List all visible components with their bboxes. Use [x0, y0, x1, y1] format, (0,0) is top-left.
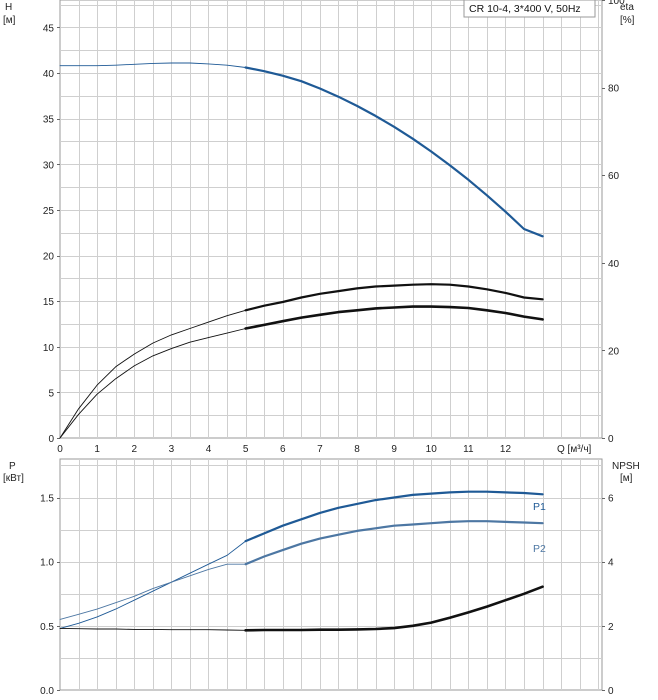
x-tick-label: 9: [391, 444, 397, 455]
upper-left-axis-label: H: [5, 2, 12, 13]
left-tick-label: 35: [43, 115, 55, 126]
right-tick-label: 20: [608, 346, 620, 357]
x-tick-label: 0: [57, 444, 63, 455]
curve-upper-series-0-thin: [59, 62, 247, 68]
left-tick-label: 25: [43, 206, 55, 217]
left-tick-label: 15: [43, 297, 55, 308]
right-tick-label: 40: [608, 259, 620, 270]
curve-p1-bold: [244, 490, 544, 543]
curve-p1-thin: [59, 540, 247, 629]
right-tick-label: 100: [608, 0, 625, 7]
series-label-p1: P1: [533, 501, 546, 513]
series-label-p2: P2: [533, 543, 546, 555]
right-tick-label: 4: [608, 558, 614, 569]
upper-right-axis-label: eta: [620, 2, 634, 13]
right-tick-label: 60: [608, 171, 620, 182]
upper-left-axis-unit: [м]: [3, 15, 16, 26]
x-tick-label: 5: [243, 444, 249, 455]
left-tick-label: 5: [48, 388, 54, 399]
x-tick-label: 4: [206, 444, 212, 455]
x-axis-label: Q [м³/ч]: [557, 444, 592, 455]
legend-title: CR 10-4, 3*400 V, 50Hz: [469, 3, 581, 15]
legend-box: [463, 0, 596, 18]
left-tick-label: 20: [43, 252, 55, 263]
curve-upper-series-1-bold: [244, 283, 544, 312]
x-tick-label: 11: [463, 444, 474, 455]
right-tick-label: 80: [608, 84, 620, 95]
left-tick-label: 0: [48, 434, 54, 445]
curve-lower-series-2-bold: [244, 585, 544, 632]
lower-left-axis-label: P: [9, 461, 16, 472]
x-tick-label: 3: [169, 444, 175, 455]
plot-frame-lower: [59, 458, 603, 691]
x-tick-label: 2: [131, 444, 137, 455]
left-tick-label: 0.5: [40, 622, 54, 633]
curve-p2-bold: [244, 520, 544, 566]
left-tick-label: 10: [43, 343, 55, 354]
right-tick-label: 6: [608, 494, 614, 505]
right-tick-label: 2: [608, 622, 614, 633]
lower-right-axis-label: NPSH: [612, 461, 640, 472]
curve-lower-series-2-thin: [59, 627, 247, 631]
curve-upper-series-1-thin: [59, 309, 247, 439]
curve-layer: [59, 62, 544, 632]
x-tick-label: 7: [317, 444, 323, 455]
lower-right-axis-unit: [м]: [620, 473, 633, 484]
x-tick-label: 1: [94, 444, 100, 455]
grid-layer: [57, 0, 605, 691]
left-tick-label: 0.0: [40, 686, 54, 697]
x-tick-label: 8: [354, 444, 360, 455]
left-tick-label: 45: [43, 23, 55, 34]
right-tick-label: 0: [608, 434, 614, 445]
curve-upper-series-2-thin: [59, 328, 247, 439]
left-tick-label: 40: [43, 69, 55, 80]
left-tick-label: 1.0: [40, 558, 54, 569]
right-tick-label: 0: [608, 686, 614, 697]
left-tick-label: 1.5: [40, 494, 54, 505]
plot-frame-upper: [59, 0, 603, 439]
x-tick-label: 6: [280, 444, 286, 455]
lower-left-axis-unit: [кВт]: [3, 473, 24, 484]
left-tick-label: 30: [43, 160, 55, 171]
upper-right-axis-unit: [%]: [620, 15, 635, 26]
legend: CR 10-4, 3*400 V, 50Hz: [463, 0, 596, 18]
curve-upper-series-0-bold: [244, 66, 544, 238]
curve-p2-thin: [59, 563, 247, 620]
x-tick-label: 12: [500, 444, 512, 455]
curve-upper-series-2-bold: [244, 305, 544, 330]
x-tick-label: 10: [426, 444, 438, 455]
